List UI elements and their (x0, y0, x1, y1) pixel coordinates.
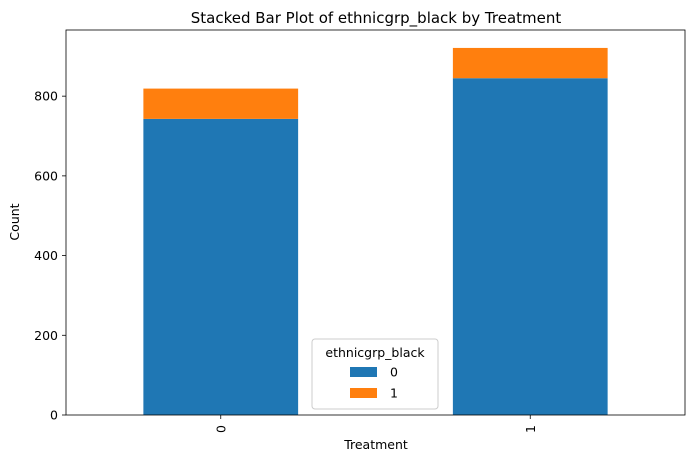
y-axis-label: Count (7, 203, 22, 240)
bar-cat-1-series-1 (452, 47, 608, 79)
x-tick-label: 1 (523, 425, 538, 433)
y-tick-label: 0 (50, 408, 58, 423)
bar-cat-1-series-0 (452, 78, 608, 415)
plot-frame (65, 29, 686, 416)
y-tick-label: 200 (34, 328, 58, 343)
bar-cat-0-series-1 (143, 88, 299, 119)
legend-label-1: 1 (390, 386, 398, 401)
legend-swatch-0 (350, 367, 377, 377)
y-tick-label: 400 (34, 248, 58, 263)
y-tick-label: 800 (34, 89, 58, 104)
legend: ethnicgrp_black 0 1 (311, 338, 439, 410)
bars-layer (143, 47, 608, 415)
bar-cat-0-series-0 (143, 118, 299, 415)
legend-title: ethnicgrp_black (325, 345, 425, 360)
chart-title: Stacked Bar Plot of ethnicgrp_black by T… (191, 9, 562, 28)
legend-swatch-1 (350, 388, 377, 398)
legend-label-0: 0 (390, 365, 398, 380)
y-axis: 0 200 400 600 800 (34, 89, 66, 423)
x-tick-label: 0 (213, 425, 228, 433)
x-axis-label: Treatment (343, 437, 408, 452)
y-tick-label: 600 (34, 168, 58, 183)
